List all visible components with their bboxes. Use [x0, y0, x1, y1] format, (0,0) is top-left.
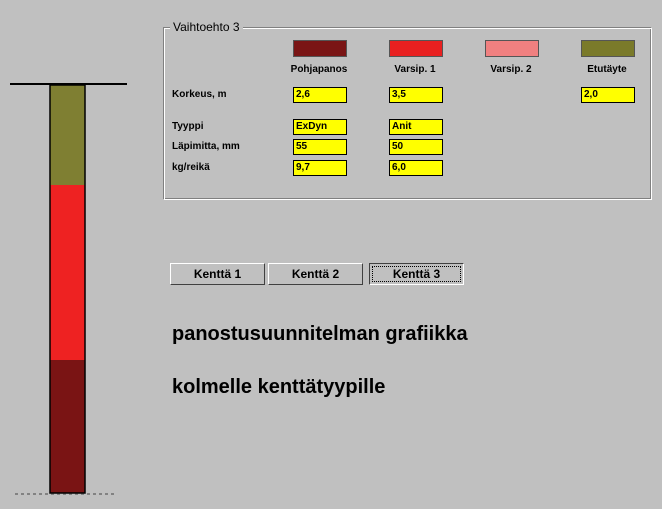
input[interactable]: 50	[389, 139, 443, 155]
borehole	[10, 83, 127, 495]
pohjapanos-segment	[50, 360, 85, 493]
swatch	[485, 40, 539, 57]
group-box	[163, 27, 652, 200]
input[interactable]: Anit	[389, 119, 443, 135]
input[interactable]: 6,0	[389, 160, 443, 176]
input[interactable]: 2,6	[293, 87, 347, 103]
input[interactable]: 2,0	[581, 87, 635, 103]
column-label: Pohjapanos	[290, 64, 348, 75]
swatch	[293, 40, 347, 57]
button[interactable]: Kenttä 3	[369, 263, 464, 285]
row-label: Korkeus, m	[172, 89, 227, 100]
row-label: Läpimitta, mm	[172, 141, 240, 152]
input[interactable]: 55	[293, 139, 347, 155]
input[interactable]: 3,5	[389, 87, 443, 103]
varsip-segment	[50, 185, 85, 360]
hole-outline	[49, 84, 86, 494]
column-label: Etutäyte	[587, 64, 627, 75]
row-label: kg/reikä	[172, 162, 210, 173]
column-label: Varsip. 1	[394, 64, 436, 75]
input[interactable]: 9,7	[293, 160, 347, 176]
button[interactable]: Kenttä 2	[268, 263, 363, 285]
caption: kolmelle kenttätyypille	[172, 376, 386, 398]
row-label: Tyyppi	[172, 121, 204, 132]
swatch	[581, 40, 635, 57]
group-title: Vaihtoehto 3	[170, 20, 243, 34]
caption: panostusuunnitelman grafiikka	[172, 323, 468, 345]
input[interactable]: ExDyn	[293, 119, 347, 135]
button[interactable]: Kenttä 1	[170, 263, 265, 285]
etutayte-segment	[50, 85, 85, 185]
column-label: Varsip. 2	[490, 64, 532, 75]
swatch	[389, 40, 443, 57]
